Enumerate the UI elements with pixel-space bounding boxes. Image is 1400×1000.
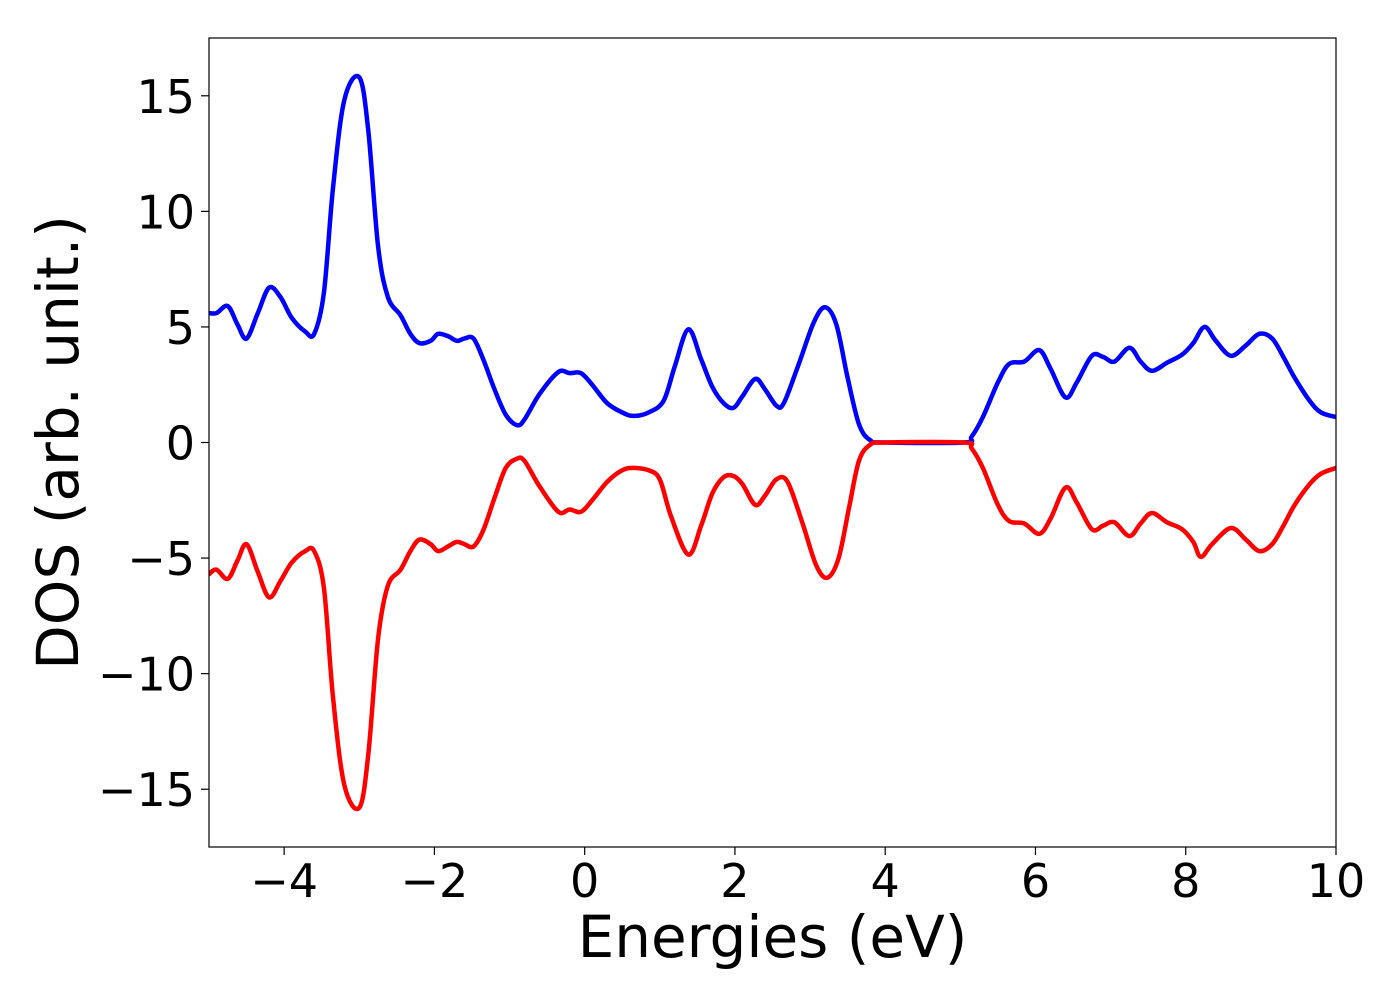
y-axis: 15 10 5 0 −5 −10 −15 [98,70,209,817]
series-layer [209,73,1336,812]
x-axis-label: Energies (eV) [578,903,968,971]
x-tick-label: 10 [1307,854,1366,908]
y-tick-label: −10 [98,648,195,702]
x-tick-label: −2 [400,854,468,908]
y-tick-label: −15 [98,763,195,817]
x-tick-label: 0 [570,854,599,908]
y-tick-label: 5 [166,301,195,355]
y-axis-label: DOS (arb. unit.) [24,215,92,670]
y-tick-label: 0 [166,417,195,471]
y-tick-label: 15 [136,70,195,124]
x-tick-label: −4 [250,854,318,908]
x-axis: −4 −2 0 2 4 6 8 10 [250,847,1365,908]
series-line-2 [209,439,1336,812]
x-tick-label: 8 [1171,854,1200,908]
y-tick-label: −5 [127,532,195,586]
x-tick-label: 2 [720,854,749,908]
x-tick-label: 6 [1021,854,1050,908]
x-tick-label: 4 [871,854,900,908]
series-line-1 [209,73,1336,446]
y-tick-label: 10 [136,185,195,239]
